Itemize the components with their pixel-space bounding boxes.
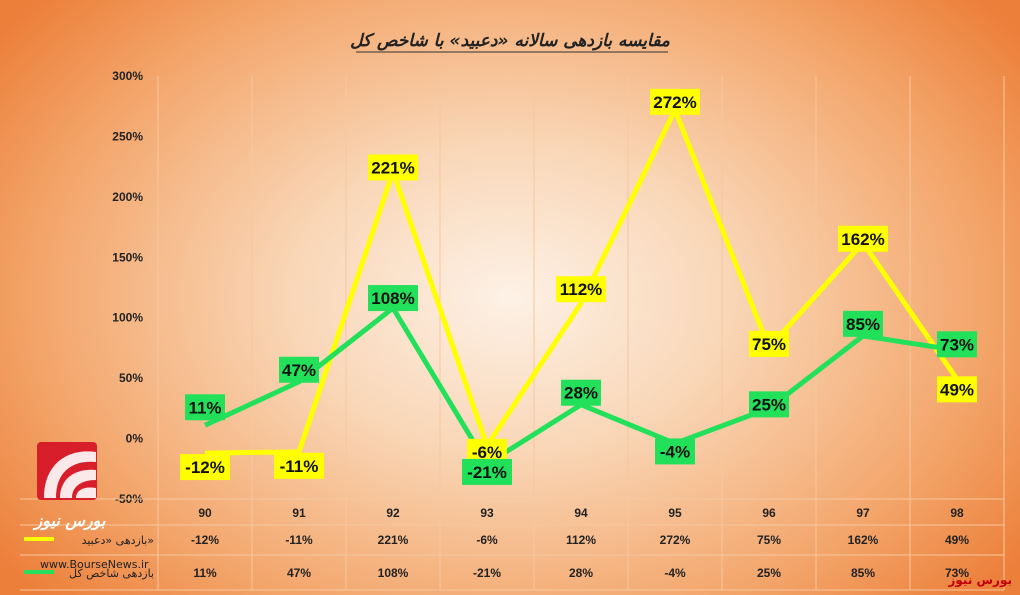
- data-label: -12%: [185, 458, 225, 477]
- data-label: 47%: [282, 361, 316, 380]
- legend-label: بازدهی «دعبید»: [82, 534, 154, 547]
- table-cell: -6%: [476, 533, 498, 547]
- table-cell: -21%: [473, 566, 501, 580]
- table-cell: 162%: [848, 533, 879, 547]
- y-tick-label: 300%: [112, 69, 143, 83]
- table-cell: 75%: [757, 533, 781, 547]
- data-label: 73%: [940, 335, 974, 354]
- data-label: -4%: [660, 442, 690, 461]
- y-tick-label: 150%: [112, 250, 143, 264]
- data-label: 221%: [371, 158, 414, 177]
- category-label: 97: [856, 506, 870, 520]
- data-labels: -12% -11% 221% -6% 112% 272% 75% 162% 49% 11% 47% 1…: [180, 88, 977, 485]
- data-label-box: [462, 458, 512, 485]
- data-table: 90 91 92 93 94 95 96 97 98 -12% -11% 221% -6% 112% 272…: [20, 498, 1004, 591]
- data-label: 272%: [653, 93, 696, 112]
- y-tick-label: 100%: [112, 311, 143, 325]
- category-label: 91: [292, 506, 306, 520]
- y-tick-label: 50%: [119, 371, 143, 385]
- data-label-box: [274, 452, 324, 479]
- table-cell: 25%: [757, 566, 781, 580]
- data-label: 112%: [560, 280, 603, 299]
- data-label: 75%: [752, 335, 786, 354]
- table-cell: 11%: [193, 566, 217, 580]
- data-label: 49%: [940, 380, 974, 399]
- data-label: 11%: [188, 398, 221, 417]
- table-cell: 49%: [945, 533, 969, 547]
- data-label: -11%: [280, 457, 319, 476]
- category-label: 96: [762, 506, 776, 520]
- data-label-box: [655, 438, 695, 465]
- category-label: 94: [574, 506, 588, 520]
- table-cell: -12%: [191, 533, 219, 547]
- chart-title: مقایسه بازدهی سالانه «دعبید» با شاخص کل: [350, 31, 671, 51]
- data-label: 25%: [752, 395, 786, 414]
- table-cell: 47%: [287, 566, 311, 580]
- source-label: بورس نیوز: [947, 573, 1012, 588]
- data-label: 162%: [841, 230, 884, 249]
- data-label-box: [749, 330, 789, 357]
- data-label-box: [279, 356, 319, 383]
- table-cell: 221%: [378, 533, 409, 547]
- y-tick-label: 250%: [112, 129, 143, 143]
- legend-label: بازدهی شاخص کل: [69, 567, 154, 580]
- data-label: 85%: [846, 315, 880, 334]
- data-label: -21%: [467, 463, 507, 482]
- watermark-site: www.BourseNews.ir: [40, 558, 149, 571]
- table-cell: 85%: [851, 566, 875, 580]
- data-label-box: [650, 88, 700, 115]
- category-label: 98: [950, 506, 964, 520]
- data-label-box: [556, 276, 606, 303]
- data-label-box: [561, 379, 601, 406]
- boursenews-logo: [37, 442, 97, 500]
- data-label-box: [843, 310, 883, 337]
- table-cell: -4%: [664, 566, 686, 580]
- table-cell: 272%: [660, 533, 691, 547]
- category-label: 92: [386, 506, 400, 520]
- category-label: 90: [198, 506, 212, 520]
- data-label-box: [937, 376, 977, 403]
- y-tick-label: 200%: [112, 190, 143, 204]
- table-cell: 73%: [945, 566, 969, 580]
- category-label: 95: [668, 506, 682, 520]
- data-label-box: [185, 394, 225, 421]
- y-axis-ticks: 300%250%200%150%100%50%0%-50%: [112, 69, 143, 506]
- data-label: 108%: [371, 289, 414, 308]
- table-cell: 108%: [378, 566, 409, 580]
- data-label-box: [838, 225, 888, 252]
- table-cell: -11%: [285, 533, 313, 547]
- data-label-box: [368, 154, 418, 181]
- data-label-box: [937, 331, 977, 358]
- y-tick-label: 0%: [126, 432, 144, 446]
- data-label: 28%: [564, 384, 598, 403]
- data-label: -6%: [472, 443, 502, 462]
- data-label-box: [180, 454, 230, 481]
- data-label-box: [368, 285, 418, 312]
- category-label: 93: [480, 506, 494, 520]
- watermark-logo-text: بورس نیوز: [32, 511, 106, 531]
- table-cell: 112%: [566, 533, 596, 547]
- table-cell: 28%: [569, 566, 593, 580]
- data-label-box: [749, 391, 789, 418]
